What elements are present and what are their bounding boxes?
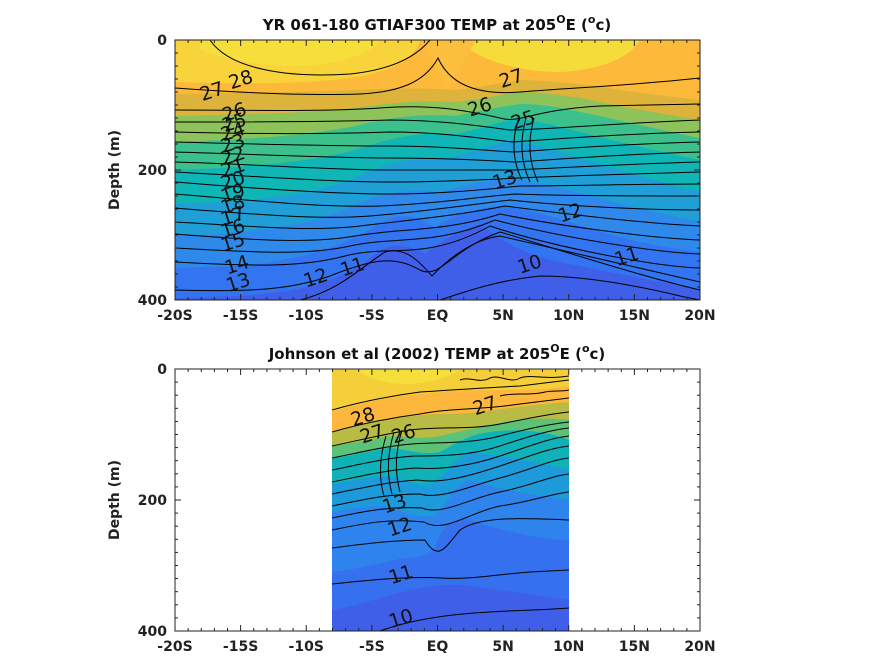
contour-line-18 — [175, 193, 700, 207]
x-tick-label-bottom-0: -20S — [157, 639, 192, 655]
field-band-28c — [470, 40, 640, 72]
field-b-band-29 — [360, 369, 460, 384]
x-tick-label-top-5: 5N — [492, 308, 513, 324]
contour-line-27 — [175, 56, 700, 96]
x-axis-top: -20S -15S -10S -5S EQ 5N 10N 15N 20N — [157, 40, 716, 324]
contour-b-line-14 — [332, 473, 569, 519]
contour-b-steep-1 — [379, 435, 387, 497]
chart-top: YR 061-180 GTIAF300 TEMP at 205OE (oc) — [107, 13, 716, 324]
chart-bottom: Johnson et al (2002) TEMP at 205OE (oc) — [107, 342, 716, 655]
contour-b-line-22 — [332, 427, 569, 471]
x-tick-label-bottom-3: -5S — [359, 639, 385, 655]
contour-b-line-28 — [332, 379, 569, 411]
x-tick-label-bottom-5: 5N — [492, 639, 513, 655]
x-tick-label-top-1: -15S — [223, 308, 258, 324]
field-warm-tongue — [420, 40, 476, 90]
y-tick-label-bottom-0: 0 — [157, 362, 167, 378]
contour-line-19 — [175, 181, 700, 195]
contour-line-25 — [175, 119, 700, 131]
contour-b-wavy-2 — [499, 389, 569, 397]
y-tick-label-top-1: 200 — [138, 163, 167, 179]
contour-line-14 — [175, 219, 700, 255]
contour-line-21 — [175, 161, 700, 171]
y-tick-label-top-0: 0 — [157, 33, 167, 49]
y-axis-bottom: 0 200 400 — [138, 362, 700, 640]
contour-b-line-12 — [332, 518, 569, 552]
contour-b-line-20 — [332, 435, 569, 483]
x-tick-label-bottom-4: EQ — [427, 639, 449, 655]
x-tick-label-top-6: 10N — [553, 308, 584, 324]
contour-line-17 — [175, 199, 700, 218]
x-tick-label-bottom-1: -15S — [223, 639, 258, 655]
y-tick-label-bottom-2: 400 — [138, 624, 167, 640]
contour-b-line-24 — [332, 421, 569, 459]
contour-b-line-18 — [332, 445, 569, 495]
contour-b-line-26 — [332, 411, 569, 447]
contour-line-16 — [175, 205, 700, 230]
chart-bottom-title: Johnson et al (2002) TEMP at 205OE (oc) — [268, 342, 606, 363]
x-tick-label-top-4: EQ — [427, 308, 449, 324]
x-tick-label-top-0: -20S — [157, 308, 192, 324]
x-tick-label-top-8: 20N — [684, 308, 715, 324]
x-tick-label-top-3: -5S — [359, 308, 385, 324]
contour-line-10 — [439, 275, 700, 300]
contour-line-11 — [299, 235, 700, 300]
contour-lines-top — [175, 40, 700, 300]
y-tick-label-bottom-1: 200 — [138, 493, 167, 509]
chart-top-title: YR 061-180 GTIAF300 TEMP at 205OE (oc) — [262, 13, 611, 34]
contour-b-steep-3 — [395, 429, 403, 493]
field-band-28b — [200, 40, 380, 66]
x-tick-label-bottom-7: 15N — [619, 639, 650, 655]
contour-b-line-16 — [332, 457, 569, 507]
contour-line-top-steep-1 — [513, 119, 523, 181]
contour-line-15 — [175, 213, 700, 241]
contour-line-23 — [175, 141, 700, 153]
contour-b-wavy-1 — [459, 375, 569, 381]
x-tick-label-top-7: 15N — [619, 308, 650, 324]
contour-line-top-steep-3 — [529, 117, 539, 183]
contour-line-24 — [175, 131, 700, 143]
contour-line-top-steep-2 — [521, 117, 531, 183]
y-tick-label-top-2: 400 — [138, 293, 167, 309]
contour-b-steep-2 — [387, 431, 395, 495]
contour-line-20 — [175, 171, 700, 183]
y-axis-label-top: Depth (m) — [107, 130, 123, 210]
contour-line-13 — [175, 225, 700, 269]
y-axis-top: 0 200 400 — [138, 33, 700, 309]
y-axis-label-bottom: Depth (m) — [107, 460, 123, 540]
x-tick-label-bottom-8: 20N — [684, 639, 715, 655]
x-tick-label-top-2: -10S — [289, 308, 324, 324]
x-axis-bottom: -20S -15S -10S -5S EQ 5N 10N 15N 20N — [157, 369, 716, 655]
contour-b-line-13 — [332, 491, 569, 531]
x-tick-label-bottom-2: -10S — [289, 639, 324, 655]
contour-line-12 — [175, 231, 700, 292]
contour-line-26 — [175, 103, 700, 120]
contour-b-line-27 — [332, 397, 569, 433]
contour-b-line-10 — [379, 607, 569, 631]
contour-lines-bottom — [332, 375, 569, 631]
contour-line-28 — [209, 40, 431, 76]
contour-line-22 — [175, 151, 700, 163]
x-tick-label-bottom-6: 10N — [553, 639, 584, 655]
contour-b-line-11 — [332, 569, 569, 585]
